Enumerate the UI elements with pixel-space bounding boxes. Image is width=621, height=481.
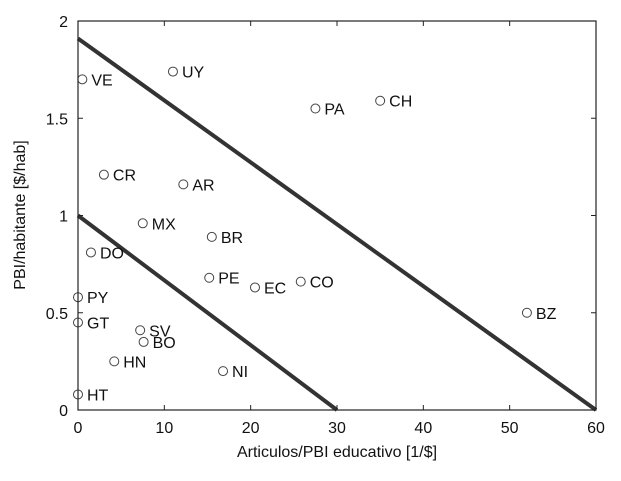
- x-axis-label: Articulos/PBI educativo [1/$]: [237, 444, 437, 461]
- data-label: GT: [87, 315, 109, 332]
- data-label: HT: [87, 387, 109, 404]
- data-point: [109, 356, 120, 367]
- x-tick-label: 0: [74, 420, 83, 437]
- data-label: CO: [310, 275, 334, 292]
- y-tick-label: 1.5: [46, 111, 68, 128]
- data-label: PE: [218, 271, 239, 288]
- data-point: [295, 276, 306, 287]
- y-tick-label: 2: [59, 14, 68, 31]
- data-label: AR: [192, 177, 214, 194]
- y-tick-label: 1: [59, 209, 68, 226]
- data-point: [249, 282, 260, 293]
- data-label: SV: [149, 323, 171, 340]
- data-label: DO: [100, 245, 124, 262]
- x-tick-label: 40: [414, 420, 432, 437]
- data-point: [77, 74, 88, 85]
- data-point: [310, 103, 321, 114]
- data-point: [375, 95, 386, 106]
- data-label: BR: [221, 230, 243, 247]
- data-label: BZ: [536, 306, 557, 323]
- x-tick-label: 30: [328, 420, 346, 437]
- data-point: [204, 272, 215, 283]
- data-label: VE: [91, 72, 112, 89]
- data-point: [218, 366, 229, 377]
- data-label: HN: [123, 354, 146, 371]
- x-tick-label: 50: [501, 420, 519, 437]
- y-axis-label: PBI/habitante [$/hab]: [12, 140, 29, 289]
- data-label: MX: [152, 216, 176, 233]
- data-point: [178, 179, 189, 190]
- trend-line-1: [76, 36, 598, 412]
- data-point: [137, 218, 148, 229]
- x-tick-label: 20: [242, 420, 260, 437]
- data-label: PY: [87, 290, 109, 307]
- x-tick-label: 10: [155, 420, 173, 437]
- data-point: [138, 336, 149, 347]
- data-label: CH: [389, 94, 412, 111]
- data-label: UY: [182, 65, 205, 82]
- data-label: PA: [324, 102, 344, 119]
- data-point: [85, 247, 96, 258]
- y-tick-label: 0: [59, 403, 68, 420]
- y-tick-label: 0.5: [46, 306, 68, 323]
- axis-ticks: 0 10 20 30 40 50 60 0 0.5 1 1.5 2: [46, 14, 605, 437]
- data-label: NI: [232, 364, 248, 381]
- data-point: [521, 307, 532, 318]
- data-point: [167, 66, 178, 77]
- data-label: BO: [153, 335, 176, 352]
- data-point: [98, 169, 109, 180]
- data-point: [206, 231, 217, 242]
- x-tick-label: 60: [587, 420, 605, 437]
- data-point: [135, 325, 146, 336]
- data-label: EC: [264, 280, 286, 297]
- trend-line-2: [76, 213, 339, 412]
- data-label: CR: [113, 168, 136, 185]
